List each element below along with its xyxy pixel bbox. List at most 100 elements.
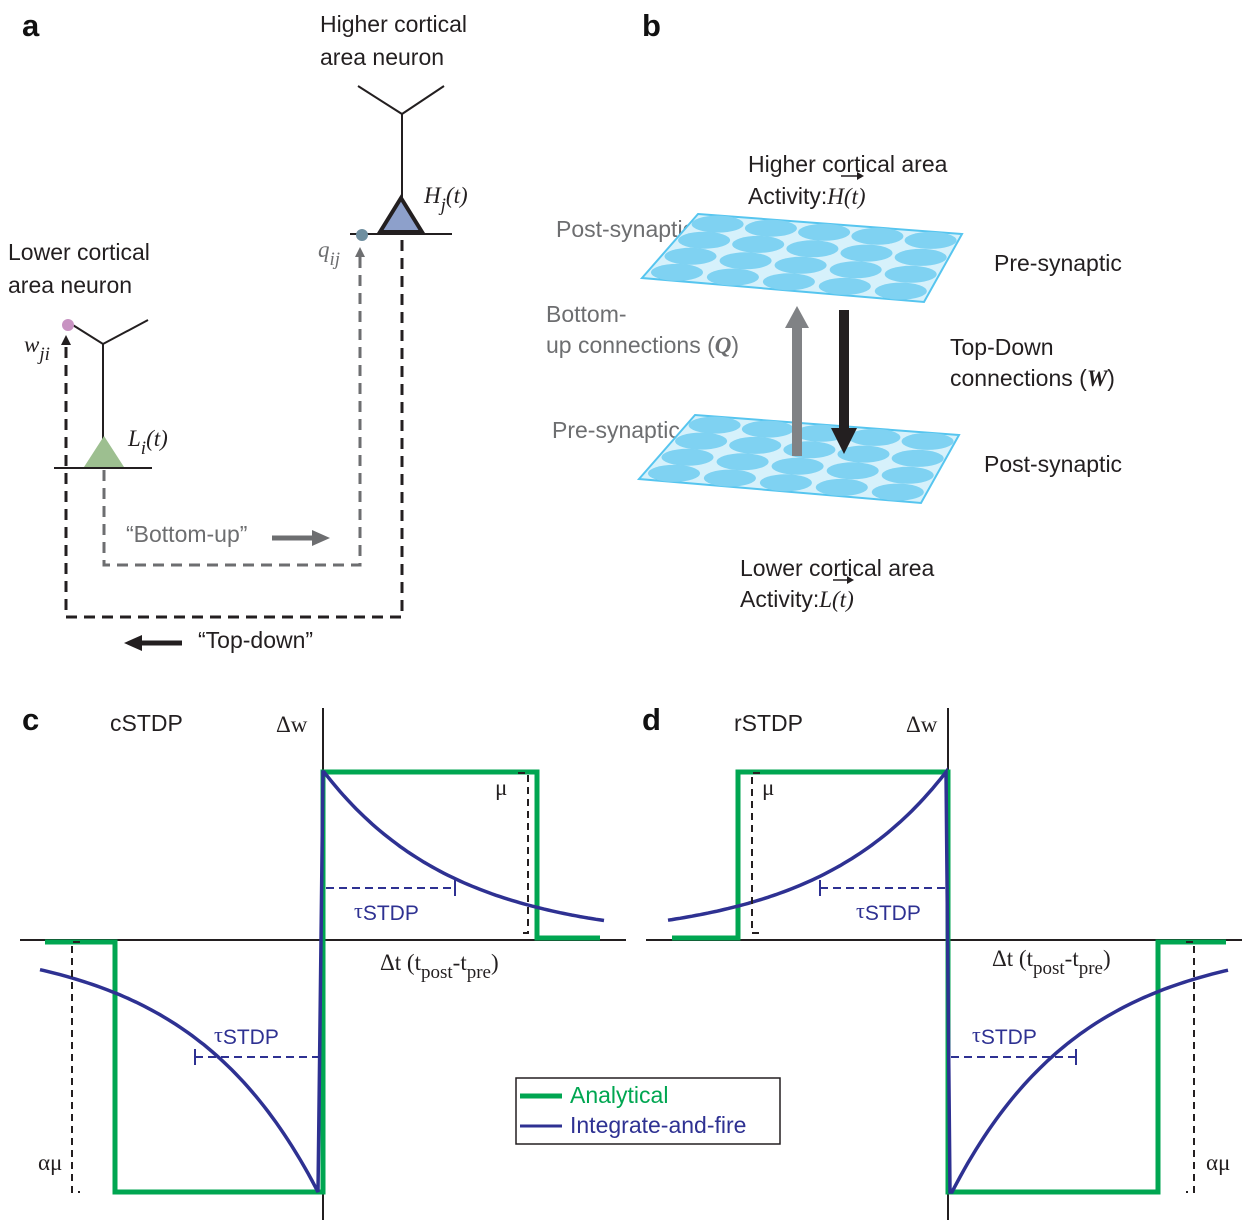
neuron-cell: [688, 416, 741, 434]
mu-bracket: [751, 772, 760, 934]
neuron-cell: [759, 474, 812, 492]
panel-letter-b: b: [642, 8, 661, 43]
legend-analytical-label: Analytical: [570, 1082, 668, 1108]
neuron-cell: [871, 483, 924, 501]
higher-neuron-soma: [376, 194, 426, 234]
neuron-cell: [881, 466, 934, 484]
neuron-cell: [874, 282, 927, 300]
w-weight-label: wji: [24, 332, 50, 365]
alpha-mu-label: αμ: [1206, 1150, 1230, 1175]
neuron-cell: [771, 457, 824, 475]
w-synapse: [62, 319, 74, 331]
neuron-cell: [783, 441, 836, 459]
neuron-cell: [706, 268, 759, 286]
higher-area-title: Higher cortical area: [748, 151, 948, 177]
bottom-up-connections-line1: Bottom-: [546, 301, 627, 327]
neuron-cell: [703, 469, 756, 487]
neuron-cell: [891, 449, 944, 467]
tau-label-positive: τSTDP: [354, 898, 419, 925]
top-sheet-pre-label: Pre-synaptic: [994, 250, 1122, 276]
neuron-cell: [661, 448, 714, 466]
neuron-cell: [829, 261, 882, 279]
bottom-sheet-pre-label: Pre-synaptic: [552, 417, 680, 443]
neuron-cell: [762, 273, 815, 291]
neuron-cell: [818, 277, 871, 295]
lower-neuron: [54, 319, 152, 469]
bottom-up-connection-arrow: [785, 306, 809, 456]
panel-d: d rSTDP Δw μ αμ τSTDP τSTDP Δt (tpost-tp…: [642, 702, 1242, 1220]
neuron-cell: [664, 247, 717, 265]
neuron-cell: [691, 215, 744, 233]
neuron-cell: [848, 428, 901, 446]
higher-area-activity: Activity:H(t): [748, 183, 866, 209]
neuron-cell: [651, 263, 703, 281]
top-down-connections-line2: connections (W): [950, 365, 1115, 391]
higher-neuron-label-line2: area neuron: [320, 44, 444, 70]
top-down-arrow-icon: [124, 635, 182, 651]
neuron-cell: [798, 223, 851, 241]
lower-area-title: Lower cortical area: [740, 555, 935, 581]
panel-letter-a: a: [22, 8, 40, 43]
bottom-sheet-post-label: Post-synaptic: [984, 451, 1122, 477]
neuron-cell: [729, 436, 782, 454]
tau-label-positive: τSTDP: [856, 898, 921, 925]
dt-axis-label: Δt (tpost-tpre): [992, 946, 1111, 979]
tau-label-negative: τSTDP: [972, 1022, 1037, 1049]
top-down-connections-line1: Top-Down: [950, 334, 1054, 360]
integrate-and-fire-curve: [39, 770, 605, 1193]
neuron-cell: [894, 248, 947, 266]
bottom-up-path: [102, 247, 365, 567]
rstdp-title: rSTDP: [734, 710, 803, 736]
neuron-cell: [901, 432, 954, 450]
alpha-mu-label: αμ: [38, 1150, 62, 1175]
lower-neuron-label-line2: area neuron: [8, 272, 132, 298]
neuron-cell: [648, 464, 700, 482]
vector-arrow-icon: [833, 576, 854, 584]
neuron-cell: [774, 256, 827, 274]
alpha-mu-bracket: [1186, 941, 1195, 1193]
panel-a: a Higher cortical area neuron Lower cort…: [8, 8, 468, 653]
panel-c: c cSTDP Δw μ αμ τSTDP τSTDP Δt (tpost-tp…: [20, 702, 626, 1220]
panel-letter-d: d: [642, 702, 661, 737]
q-synapse: [356, 229, 368, 241]
l-activity-label: Li(t): [127, 426, 168, 459]
bottom-up-arrow-icon: [272, 530, 330, 546]
top-down-path: [61, 240, 404, 619]
neuron-cell: [678, 231, 731, 249]
integrate-and-fire-curve: [667, 766, 1229, 1194]
lower-area-sheet: [636, 413, 961, 505]
neuron-cell: [675, 432, 728, 450]
lower-neuron-label-line1: Lower cortical: [8, 239, 150, 265]
dt-axis-label: Δt (tpost-tpre): [380, 950, 499, 983]
cstdp-title: cSTDP: [110, 710, 183, 736]
dw-axis-label: Δw: [906, 712, 938, 737]
neuron-cell: [837, 445, 890, 463]
mu-label: μ: [762, 775, 774, 800]
neuron-cell: [851, 227, 904, 245]
panel-b: b Higher cortical area Activity:H(t) Pos…: [546, 8, 1122, 612]
h-activity-label: Hj(t): [423, 183, 468, 216]
vector-arrow-icon: [841, 172, 864, 180]
tau-label-negative: τSTDP: [214, 1022, 279, 1049]
neuron-cell: [884, 265, 937, 283]
q-weight-label: qij: [318, 237, 340, 270]
analytical-curve: [45, 769, 600, 1195]
higher-neuron-label-line1: Higher cortical: [320, 11, 467, 37]
dw-axis-label: Δw: [276, 712, 308, 737]
top-sheet-post-label: Post-synaptic: [556, 216, 694, 242]
panel-letter-c: c: [22, 702, 39, 737]
alpha-mu-bracket: [71, 941, 80, 1193]
neuron-cell: [840, 244, 893, 262]
neuron-cell: [741, 420, 794, 438]
bottom-up-connections-line2: up connections (Q): [546, 332, 739, 358]
bottom-up-label: “Bottom-up”: [126, 521, 247, 547]
neuron-cell: [904, 231, 957, 249]
legend-integrate-label: Integrate-and-fire: [570, 1112, 746, 1138]
neuron-cell: [732, 235, 785, 253]
lower-area-activity: Activity:L(t): [740, 586, 854, 612]
higher-area-sheet: [639, 212, 964, 304]
neuron-cell: [815, 478, 868, 496]
neuron-cell: [826, 462, 879, 480]
legend: Analytical Integrate-and-fire: [515, 1077, 781, 1145]
